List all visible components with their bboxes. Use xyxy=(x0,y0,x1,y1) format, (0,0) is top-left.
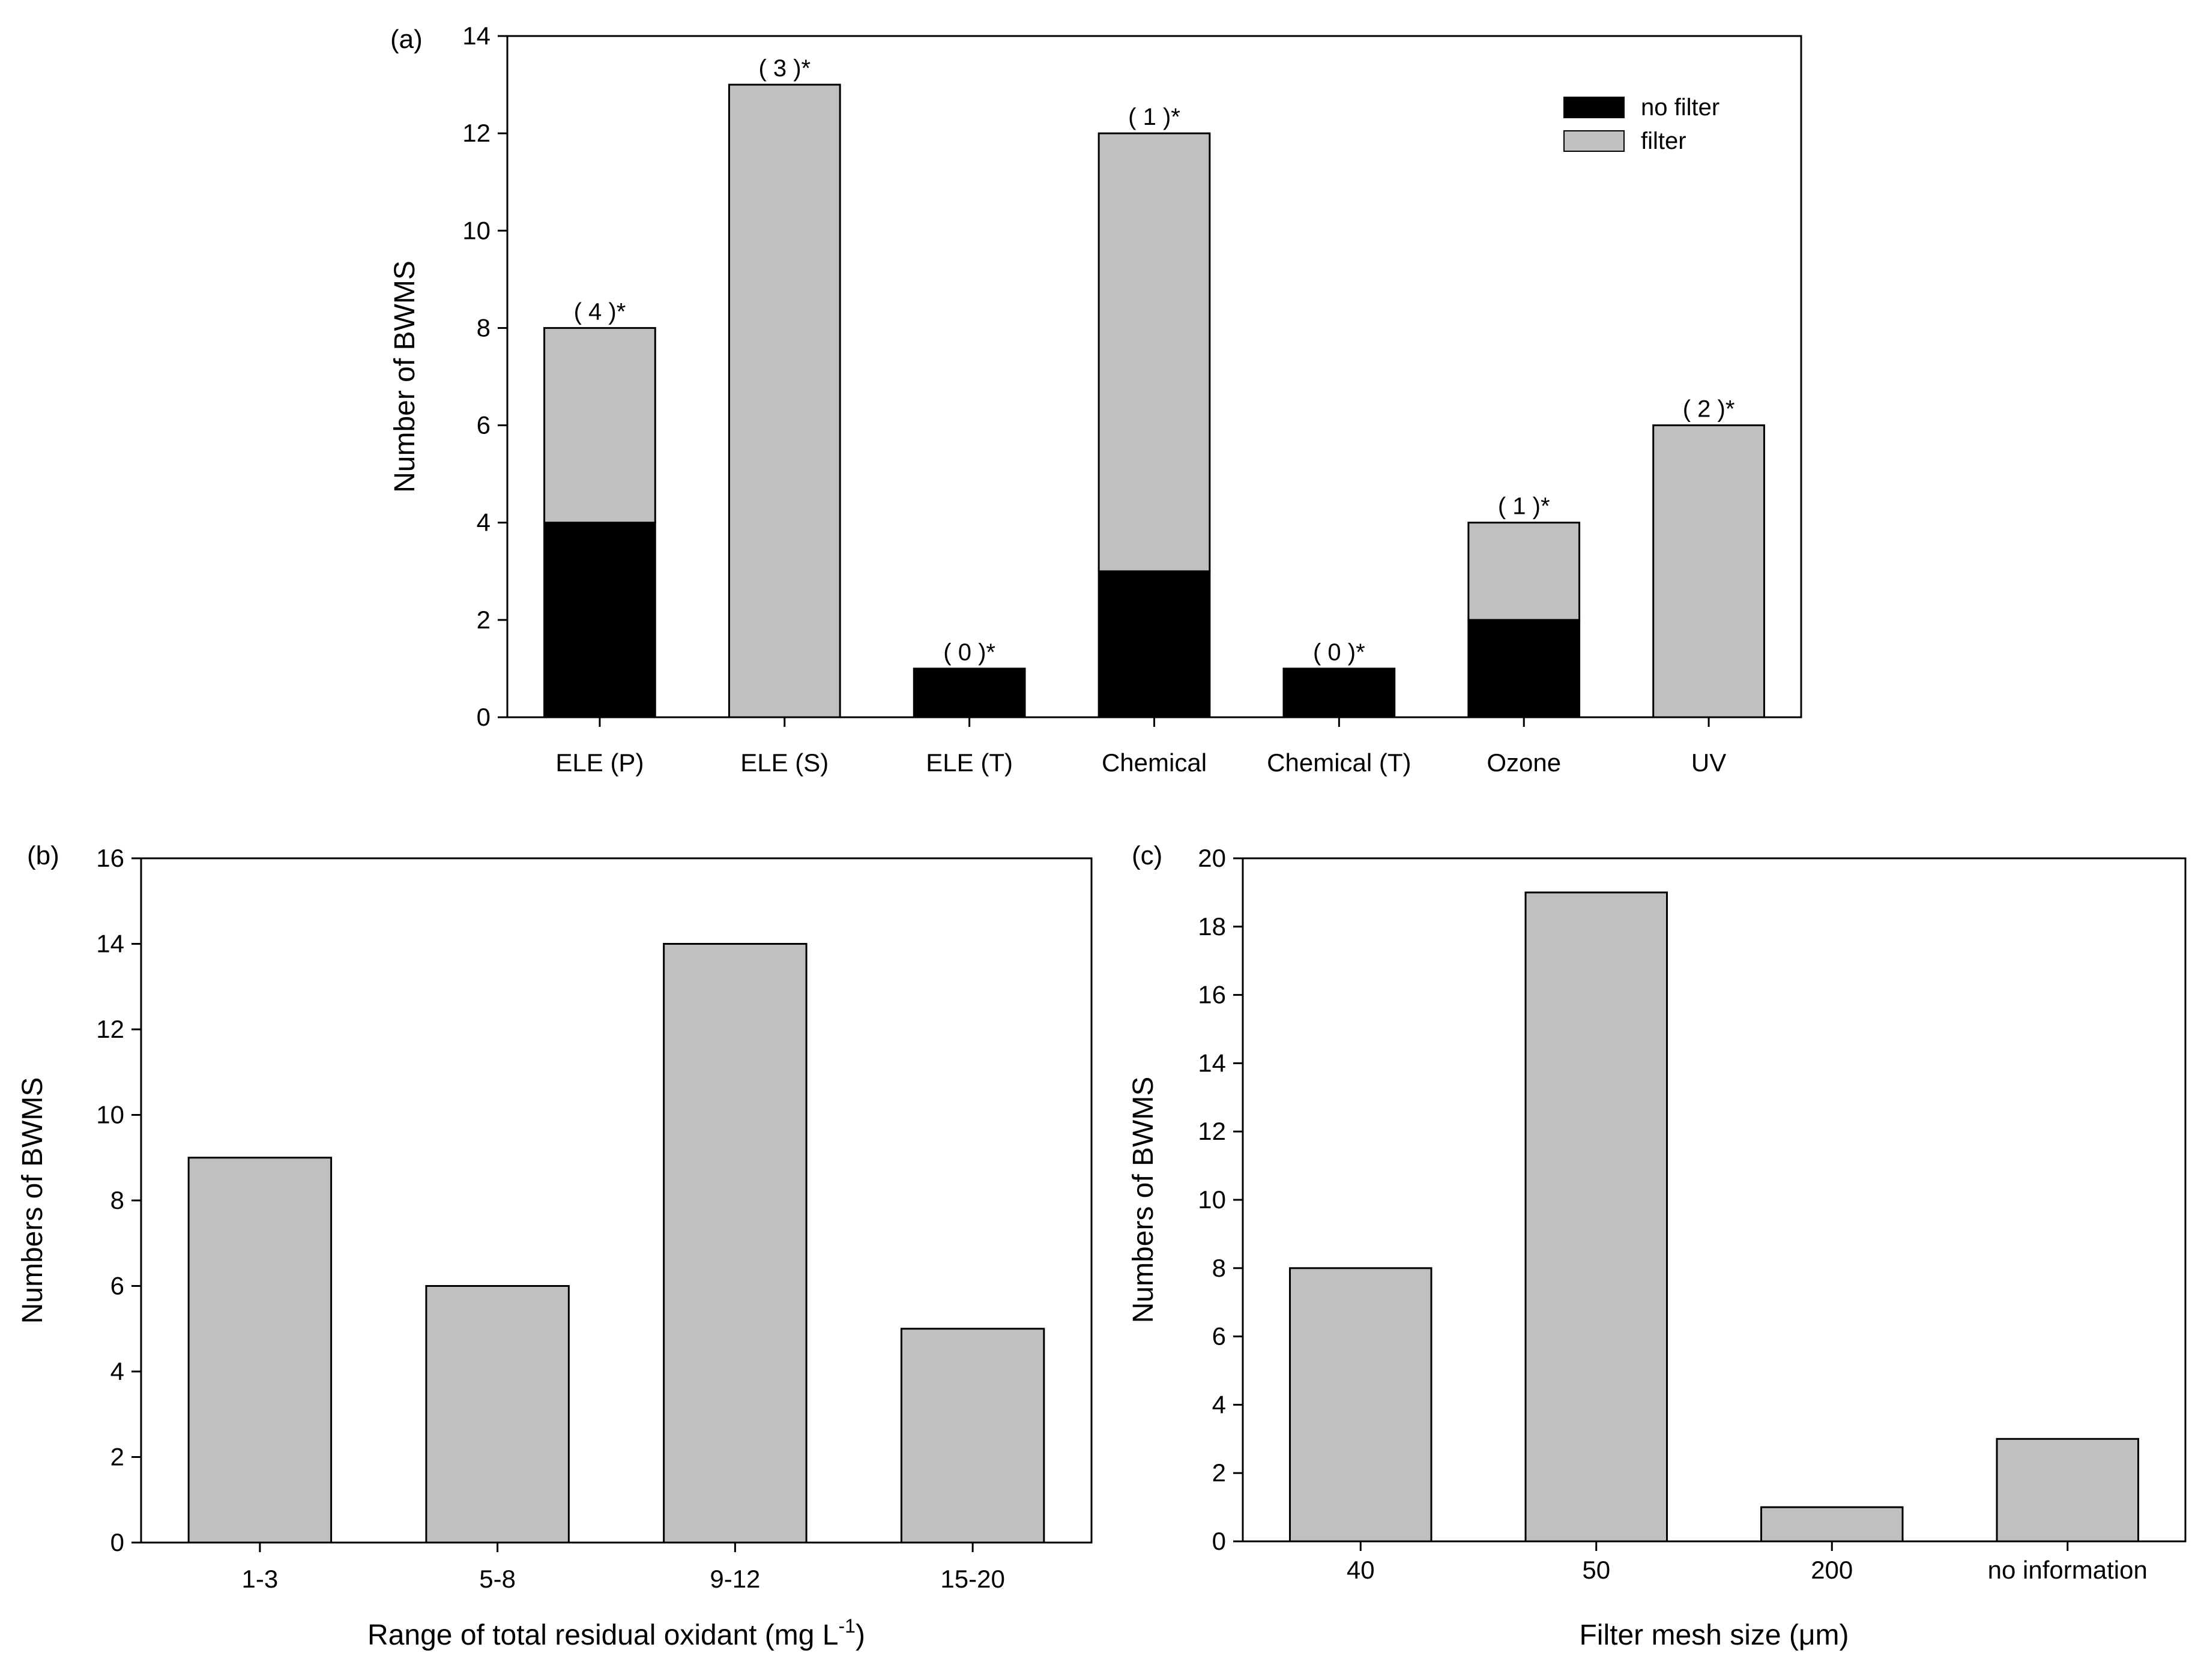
category-label: 50 xyxy=(1582,1556,1610,1584)
bar-filter-1 xyxy=(728,83,841,718)
bar-1 xyxy=(425,1285,570,1544)
x-axis-title-main: Filter mesh size (μm) xyxy=(1579,1619,1849,1651)
legend-swatch-no-filter xyxy=(1563,97,1625,118)
bar-3 xyxy=(1996,1438,2139,1543)
category-label: 15-20 xyxy=(940,1565,1004,1593)
chart-panel-b: 0 2 4 6 8 10 12 14 16 1-3 5-8 9-12 15-20 Numbers of B… xyxy=(17,841,1093,1651)
x-axis-title-suffix: ) xyxy=(856,1619,865,1651)
y-tick-label: 14 xyxy=(1198,1049,1226,1077)
y-tick-label: 12 xyxy=(1198,1117,1226,1145)
bar-no-filter-4 xyxy=(1282,667,1396,718)
y-tick-label: 4 xyxy=(1212,1390,1226,1418)
category-label: UV xyxy=(1691,748,1726,777)
bar-0 xyxy=(1289,1267,1433,1543)
y-tick-label: 20 xyxy=(1198,844,1226,872)
bar-1 xyxy=(1524,891,1668,1543)
bar-annotation: ( 1 )* xyxy=(1498,493,1550,520)
panel-label: (b) xyxy=(27,841,59,870)
category-label: Ozone xyxy=(1487,748,1561,777)
category-label: 5-8 xyxy=(479,1565,516,1593)
panel-label: (a) xyxy=(390,25,423,54)
y-tick-label: 2 xyxy=(477,606,491,634)
y-tick-label: 4 xyxy=(477,508,491,537)
y-axis-title: Number of BWMS xyxy=(389,260,421,493)
y-tick-label: 16 xyxy=(96,844,124,872)
bar-2 xyxy=(663,943,808,1544)
bar-filter-3 xyxy=(1097,132,1211,573)
category-label: Chemical (T) xyxy=(1267,748,1411,777)
panel-label: (c) xyxy=(1132,841,1162,870)
chart-panel-a: 0 2 4 6 8 10 12 14 ( 4 )* ELE (P) ( 3 )* ELE (S) ( 0… xyxy=(389,22,1802,777)
y-tick-label: 12 xyxy=(462,119,491,147)
legend-swatch-filter xyxy=(1563,130,1625,152)
bar-filter-6 xyxy=(1652,424,1765,718)
category-label: ELE (P) xyxy=(555,748,644,777)
y-tick-label: 10 xyxy=(96,1101,124,1129)
chart-panel-c: 0 2 4 6 8 10 12 14 16 18 20 40 50 200 no information Nu… xyxy=(1128,841,2187,1651)
category-label: Chemical xyxy=(1102,748,1207,777)
y-tick-label: 2 xyxy=(1212,1459,1226,1487)
y-tick-label: 0 xyxy=(110,1528,124,1556)
bar-0 xyxy=(187,1157,333,1544)
y-tick-label: 6 xyxy=(110,1272,124,1300)
y-tick-label: 12 xyxy=(96,1015,124,1043)
y-tick-label: 8 xyxy=(110,1186,124,1214)
y-tick-label: 14 xyxy=(96,930,124,958)
category-label: ELE (S) xyxy=(740,748,829,777)
x-axis-title-superscript: -1 xyxy=(839,1615,856,1637)
y-tick-label: 14 xyxy=(462,22,491,50)
y-tick-label: 2 xyxy=(110,1443,124,1471)
y-tick-label: 10 xyxy=(1198,1185,1226,1214)
y-tick-label: 4 xyxy=(110,1357,124,1385)
bar-annotation: ( 3 )* xyxy=(758,55,811,82)
bar-2 xyxy=(1760,1506,1904,1543)
bar-annotation: ( 0 )* xyxy=(1313,639,1365,666)
y-tick-label: 0 xyxy=(1212,1527,1226,1555)
y-tick-label: 18 xyxy=(1198,912,1226,941)
category-label: 9-12 xyxy=(710,1565,760,1593)
x-axis-title: Range of total residual oxidant (mg L-1) xyxy=(367,1615,865,1651)
bar-annotation: ( 1 )* xyxy=(1128,104,1180,130)
bar-no-filter-5 xyxy=(1467,619,1581,718)
category-label: no information xyxy=(1988,1556,2148,1584)
y-tick-label: 8 xyxy=(477,313,491,342)
y-tick-label: 8 xyxy=(1212,1254,1226,1282)
y-tick-label: 16 xyxy=(1198,981,1226,1009)
bar-filter-0 xyxy=(543,327,656,524)
y-tick-label: 0 xyxy=(477,703,491,731)
bar-annotation: ( 2 )* xyxy=(1683,396,1735,423)
bar-annotation: ( 0 )* xyxy=(943,639,995,666)
category-label: ELE (T) xyxy=(926,748,1013,777)
legend-label: no filter xyxy=(1641,94,1719,121)
bar-no-filter-3 xyxy=(1097,570,1211,718)
y-tick-label: 6 xyxy=(477,411,491,439)
y-tick-label: 10 xyxy=(462,216,491,244)
y-axis-title: Numbers of BWMS xyxy=(17,1077,49,1324)
category-label: 200 xyxy=(1811,1556,1853,1584)
y-axis-title: Numbers of BWMS xyxy=(1128,1077,1159,1323)
category-label: 40 xyxy=(1347,1556,1375,1584)
bar-no-filter-0 xyxy=(543,522,656,718)
legend-label: filter xyxy=(1641,128,1686,154)
bar-annotation: ( 4 )* xyxy=(574,298,626,325)
bar-3 xyxy=(900,1328,1045,1544)
bar-no-filter-2 xyxy=(913,667,1026,718)
x-axis-title: Filter mesh size (μm) xyxy=(1579,1619,1849,1651)
x-axis-title-main: Range of total residual oxidant (mg L xyxy=(367,1619,838,1651)
bar-filter-5 xyxy=(1467,522,1581,621)
y-tick-label: 6 xyxy=(1212,1322,1226,1350)
legend: no filter filter xyxy=(1563,94,1719,154)
category-label: 1-3 xyxy=(242,1565,279,1593)
